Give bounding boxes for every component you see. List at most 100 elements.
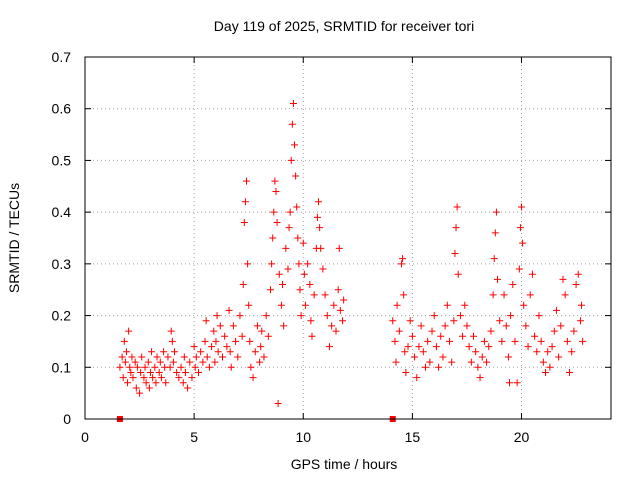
- data-point: [461, 301, 469, 309]
- data-point: [119, 374, 127, 382]
- data-point: [177, 363, 185, 371]
- data-point: [175, 374, 183, 382]
- data-point: [288, 120, 296, 128]
- data-point: [153, 353, 161, 361]
- data-point: [152, 379, 160, 387]
- data-point: [492, 208, 500, 216]
- data-point: [496, 317, 504, 325]
- data-point: [334, 286, 342, 294]
- data-point: [417, 322, 425, 330]
- data-point: [148, 348, 156, 356]
- data-point: [548, 343, 556, 351]
- data-point: [269, 234, 277, 242]
- data-point: [306, 281, 314, 289]
- data-point: [511, 337, 519, 345]
- data-point: [240, 218, 248, 226]
- data-point: [149, 374, 157, 382]
- data-point: [289, 100, 297, 108]
- data-point: [128, 353, 136, 361]
- data-point: [229, 322, 237, 330]
- data-point: [179, 379, 187, 387]
- data-point: [526, 291, 534, 299]
- data-point: [552, 306, 560, 314]
- data-point: [535, 312, 543, 320]
- data-point: [308, 332, 316, 340]
- data-point: [212, 337, 220, 345]
- data-point: [328, 322, 336, 330]
- data-point: [273, 218, 281, 226]
- data-point: [391, 337, 399, 345]
- data-point: [238, 332, 246, 340]
- data-point: [443, 301, 451, 309]
- data-point: [137, 368, 145, 376]
- data-point: [226, 348, 234, 356]
- data-point: [336, 306, 344, 314]
- data-point: [232, 337, 240, 345]
- y-tick-label: 0: [63, 411, 71, 427]
- data-point: [426, 358, 434, 366]
- data-point: [294, 234, 302, 242]
- data-point: [557, 322, 565, 330]
- data-point: [528, 270, 536, 278]
- data-point: [256, 358, 264, 366]
- data-point: [441, 322, 449, 330]
- data-point: [424, 337, 432, 345]
- data-point: [247, 363, 255, 371]
- data-point: [415, 343, 423, 351]
- data-point: [168, 337, 176, 345]
- data-point: [199, 358, 207, 366]
- data-point: [459, 332, 467, 340]
- data-point: [321, 291, 329, 299]
- data-point: [188, 374, 196, 382]
- data-point: [504, 353, 512, 361]
- data-point: [502, 322, 510, 330]
- data-point: [292, 172, 300, 180]
- data-point: [402, 368, 410, 376]
- data-point: [191, 363, 199, 371]
- data-point: [451, 250, 459, 258]
- data-point: [506, 379, 514, 387]
- data-point: [335, 244, 343, 252]
- data-point: [244, 260, 252, 268]
- data-point: [274, 399, 282, 407]
- data-point: [500, 291, 508, 299]
- data-point: [439, 353, 447, 361]
- data-point: [478, 353, 486, 361]
- data-point: [257, 343, 265, 351]
- data-point: [400, 291, 408, 299]
- data-point: [494, 275, 502, 283]
- data-point: [239, 281, 247, 289]
- data-point: [445, 337, 453, 345]
- data-points: [116, 100, 587, 422]
- data-point: [208, 343, 216, 351]
- data-point: [452, 224, 460, 232]
- data-point: [319, 265, 327, 273]
- data-point: [203, 353, 211, 361]
- x-tick-label: 0: [81, 429, 89, 445]
- data-point: [180, 353, 188, 361]
- data-point: [264, 332, 272, 340]
- data-point: [192, 353, 200, 361]
- y-tick-label: 0.1: [52, 359, 72, 375]
- data-point: [555, 353, 563, 361]
- data-point: [120, 337, 128, 345]
- data-point: [485, 343, 493, 351]
- data-point: [227, 363, 235, 371]
- data-point: [223, 343, 231, 351]
- data-point: [267, 286, 275, 294]
- data-point: [537, 337, 545, 345]
- data-point: [124, 379, 132, 387]
- data-point: [401, 348, 409, 356]
- data-point: [221, 332, 229, 340]
- data-point: [399, 255, 407, 263]
- axis-ticks: 0 0.1 0.2 0.3 0.4 0.5 0.6 0.7 0 5 10 15 20: [52, 49, 611, 445]
- data-point: [262, 312, 270, 320]
- data-point: [236, 312, 244, 320]
- data-point: [430, 312, 438, 320]
- data-point: [138, 353, 146, 361]
- data-point: [463, 322, 471, 330]
- data-point: [156, 358, 164, 366]
- data-point: [474, 363, 482, 371]
- data-point: [539, 358, 547, 366]
